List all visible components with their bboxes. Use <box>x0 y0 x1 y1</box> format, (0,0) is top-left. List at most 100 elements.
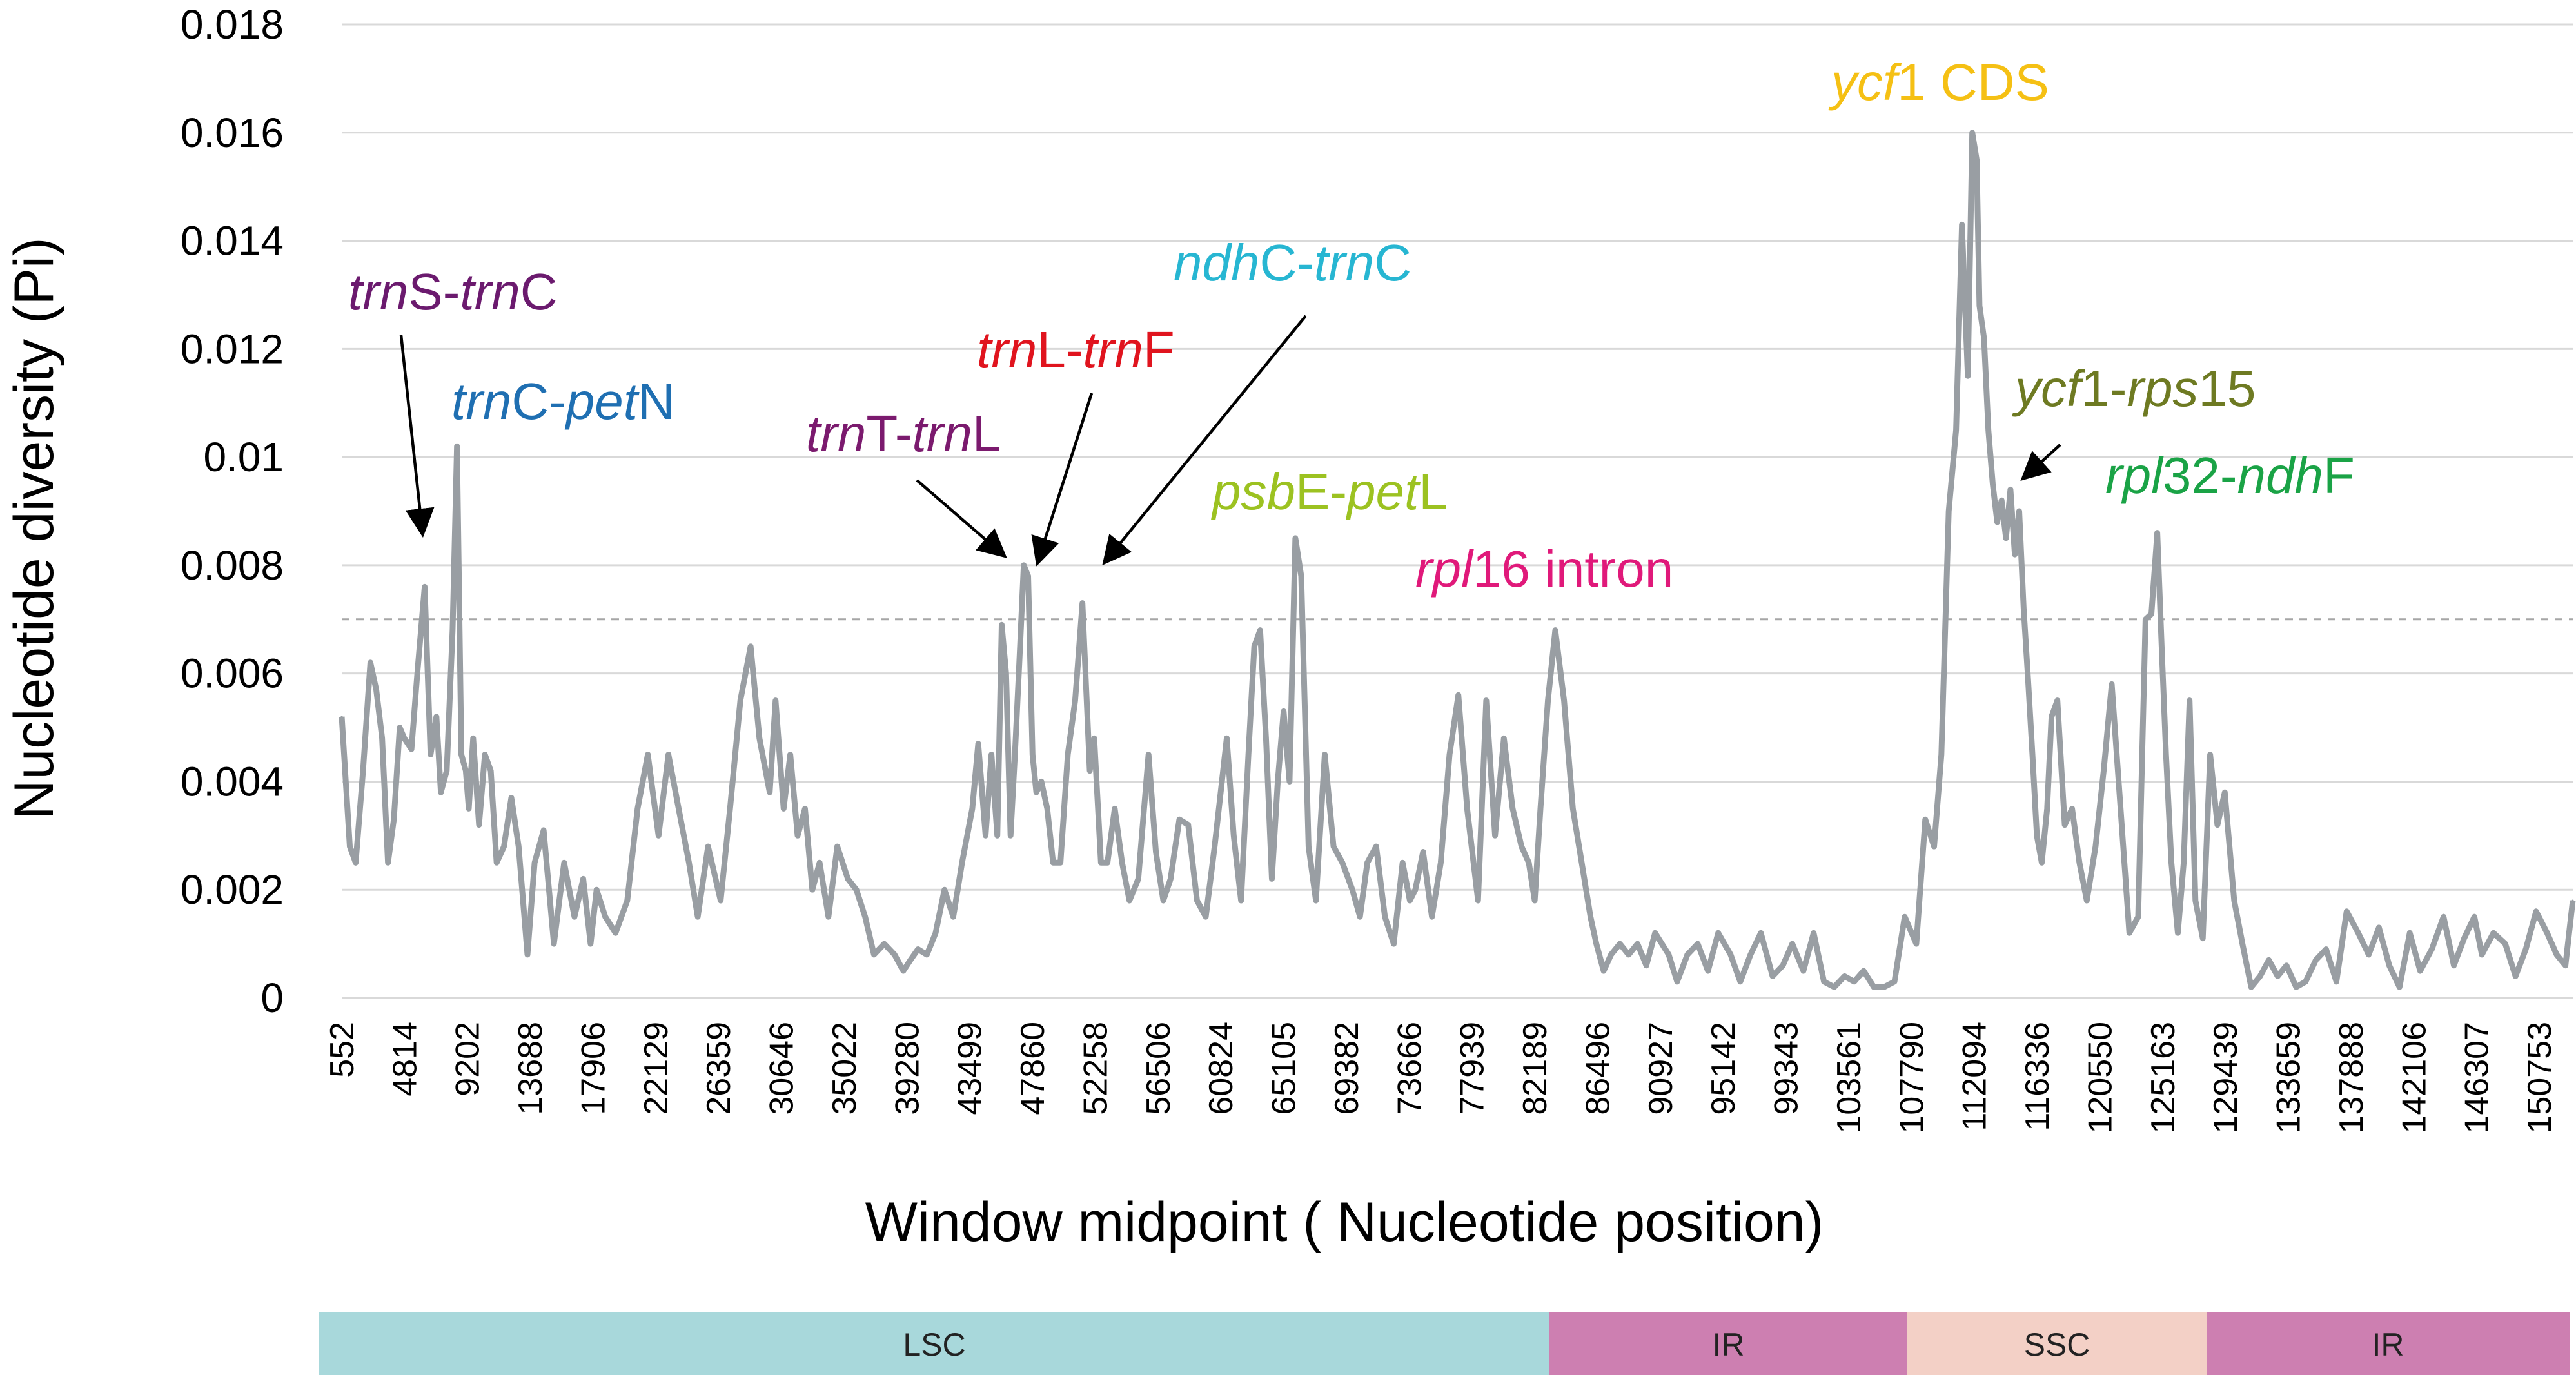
x-tick-label: 9202 <box>449 1022 487 1097</box>
data-point <box>2524 948 2527 950</box>
data-point <box>2463 937 2465 940</box>
y-tick-label: 0.012 <box>181 326 284 372</box>
x-tick-label: 146307 <box>2459 1022 2496 1134</box>
data-point <box>2137 915 2139 918</box>
data-point <box>410 748 413 750</box>
data-point <box>2022 607 2025 610</box>
data-point <box>517 845 520 848</box>
data-point <box>1009 834 1012 837</box>
data-point <box>1081 602 1084 605</box>
data-point <box>1686 953 1689 956</box>
data-point <box>1162 899 1165 902</box>
x-tick-label: 137888 <box>2333 1022 2370 1134</box>
data-point <box>1341 861 1344 864</box>
data-point <box>1511 807 1514 810</box>
data-point <box>1214 845 1216 848</box>
data-point <box>1477 899 1479 902</box>
data-point <box>2268 959 2270 961</box>
y-tick-label: 0.018 <box>181 1 284 48</box>
data-point <box>1351 888 1353 891</box>
data-point <box>2295 986 2297 988</box>
data-point <box>1571 807 1574 810</box>
x-tick-label: 65105 <box>1266 1022 1303 1115</box>
region-segment <box>319 1312 1549 1375</box>
data-point <box>2408 931 2411 934</box>
data-point <box>1283 710 1285 712</box>
data-point <box>2241 942 2244 945</box>
data-point <box>1717 931 1720 934</box>
data-point <box>2388 964 2390 967</box>
data-point <box>1240 899 1243 902</box>
data-point <box>758 737 761 739</box>
data-point <box>977 743 979 745</box>
x-tick-label: 116336 <box>2019 1022 2056 1131</box>
data-point <box>1520 845 1523 848</box>
data-point <box>1528 861 1530 864</box>
data-point <box>667 754 670 756</box>
data-point <box>1187 824 1190 826</box>
gridlines <box>342 23 2573 999</box>
data-point <box>2144 618 2147 621</box>
data-point <box>1955 429 1958 431</box>
data-point <box>2250 986 2252 988</box>
data-point <box>1147 754 1150 756</box>
y-tick-label: 0.014 <box>181 218 284 264</box>
data-point <box>1307 845 1310 848</box>
data-point <box>1264 737 1267 739</box>
data-point <box>510 797 513 799</box>
data-point <box>2094 845 2097 848</box>
x-tick-label: 22129 <box>638 1022 675 1115</box>
data-point <box>1005 672 1007 675</box>
y-tick-label: 0.016 <box>181 110 284 156</box>
data-point <box>818 861 821 864</box>
data-point <box>2504 942 2506 945</box>
data-point <box>1232 834 1235 837</box>
data-point <box>2430 948 2433 950</box>
data-point <box>1253 645 1255 648</box>
data-point <box>1636 942 1638 945</box>
data-point <box>1563 699 1566 702</box>
data-point <box>1035 791 1037 794</box>
data-point <box>1782 964 1784 967</box>
data-point <box>526 953 529 956</box>
data-point <box>1375 845 1377 848</box>
x-tick-label: 4814 <box>386 1022 424 1097</box>
data-point <box>1114 807 1116 810</box>
data-point <box>774 699 777 702</box>
data-point <box>340 716 343 718</box>
annotation-label: ycf1 CDS <box>1828 54 2049 111</box>
data-point <box>1978 304 1981 307</box>
data-point <box>1401 861 1404 864</box>
data-point <box>464 770 467 772</box>
data-point <box>2201 937 2204 940</box>
data-point <box>1893 980 1896 983</box>
annotation-label: trnS-trnC <box>348 263 558 320</box>
data-point <box>435 716 438 718</box>
data-point <box>1074 699 1076 702</box>
data-point <box>749 645 752 648</box>
data-point <box>1392 942 1395 945</box>
x-tick-label: 107790 <box>1893 1022 1931 1134</box>
data-point <box>2367 953 2370 956</box>
data-point <box>2041 861 2043 864</box>
data-point <box>2571 899 2574 902</box>
data-point <box>872 953 875 956</box>
data-point <box>1932 845 1935 848</box>
data-point <box>2036 834 2038 837</box>
data-point <box>1924 818 1927 821</box>
data-point <box>1195 899 1198 902</box>
data-point <box>696 915 699 918</box>
data-point <box>1259 629 1261 632</box>
data-point <box>2050 716 2053 718</box>
data-point <box>1971 132 1974 134</box>
data-point <box>1844 975 1846 977</box>
x-tick-label: 142106 <box>2395 1022 2433 1134</box>
x-tick-label: 103561 <box>1831 1022 1868 1134</box>
data-point <box>2555 953 2558 956</box>
data-point <box>917 948 919 950</box>
data-point <box>362 770 364 772</box>
data-point <box>2276 975 2279 977</box>
data-point <box>952 915 954 918</box>
data-point <box>460 754 463 756</box>
y-tick-label: 0.004 <box>181 758 284 805</box>
